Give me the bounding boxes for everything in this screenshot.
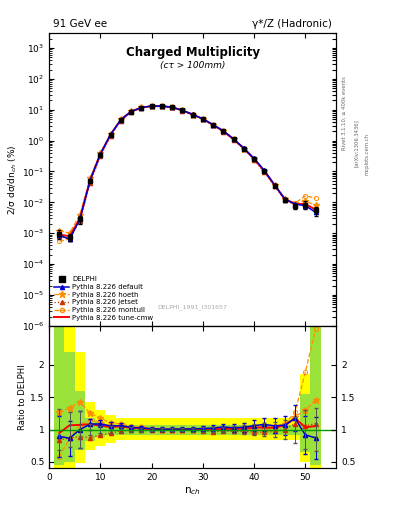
X-axis label: n$_{ch}$: n$_{ch}$ xyxy=(184,485,201,497)
Legend: DELPHI, Pythia 8.226 default, Pythia 8.226 hoeth, Pythia 8.226 jetset, Pythia 8.: DELPHI, Pythia 8.226 default, Pythia 8.2… xyxy=(53,275,154,323)
Text: (cτ > 100mm): (cτ > 100mm) xyxy=(160,61,225,70)
Text: Charged Multiplicity: Charged Multiplicity xyxy=(125,47,260,59)
Text: Rivet 3.1.10, ≥ 400k events: Rivet 3.1.10, ≥ 400k events xyxy=(342,76,347,150)
Text: mcplots.cern.ch: mcplots.cern.ch xyxy=(365,133,370,175)
Y-axis label: 2/σ dσ/dn$_{ch}$ (%): 2/σ dσ/dn$_{ch}$ (%) xyxy=(6,144,19,215)
Text: DELPHI_1991_I301657: DELPHI_1991_I301657 xyxy=(158,304,228,310)
Text: γ*/Z (Hadronic): γ*/Z (Hadronic) xyxy=(252,19,332,29)
Y-axis label: Ratio to DELPHI: Ratio to DELPHI xyxy=(18,365,27,430)
Text: [arXiv:1306.3436]: [arXiv:1306.3436] xyxy=(354,119,359,167)
Text: 91 GeV ee: 91 GeV ee xyxy=(53,19,108,29)
